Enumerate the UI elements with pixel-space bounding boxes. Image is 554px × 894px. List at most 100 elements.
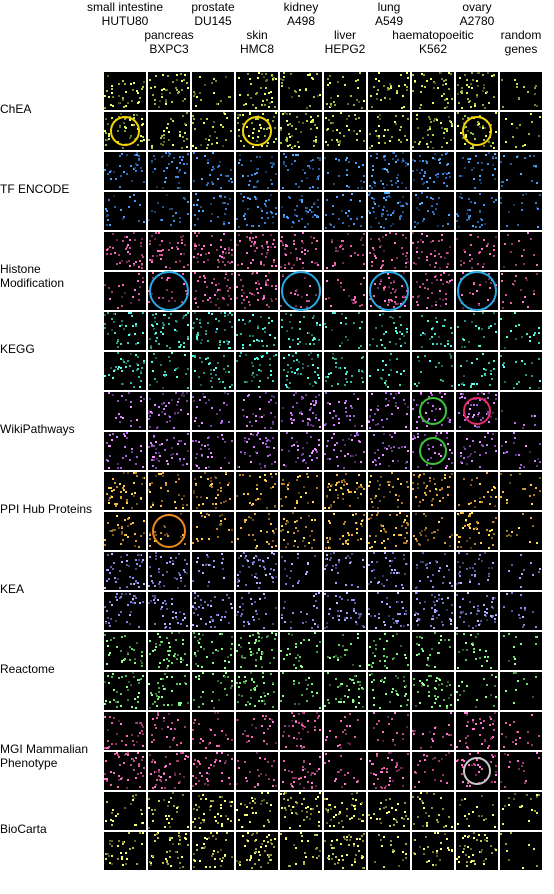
heatmap-dot (371, 666, 373, 668)
heatmap-dot (439, 392, 441, 394)
heatmap-dot (486, 91, 488, 93)
heatmap-dot (150, 345, 152, 347)
heatmap-dot (238, 274, 240, 276)
heatmap-dot (464, 397, 466, 399)
heatmap-dot (537, 458, 539, 460)
heatmap-dot (106, 580, 108, 582)
heatmap-dot (444, 542, 446, 544)
heatmap-dot (344, 402, 346, 404)
heatmap-dot (134, 200, 136, 202)
heatmap-dot (196, 507, 198, 509)
heatmap-dot (258, 225, 260, 227)
heatmap-dot (485, 650, 487, 652)
heatmap-dot (266, 507, 268, 509)
heatmap-dot (422, 650, 424, 652)
heatmap-dot (253, 561, 255, 563)
heatmap-dot (291, 163, 293, 165)
heatmap-dot (263, 593, 265, 595)
heatmap-dot (346, 592, 348, 594)
heatmap-dot (200, 496, 202, 498)
heatmap-dot (151, 580, 153, 582)
heatmap-dot (434, 604, 436, 606)
heatmap-dot (511, 564, 513, 566)
heatmap-dot (468, 86, 470, 88)
column-header-line2: genes (461, 42, 554, 56)
heatmap-dot (324, 157, 326, 159)
heatmap-dot (534, 87, 536, 89)
heatmap-dot (112, 433, 114, 435)
heatmap-dot (316, 324, 318, 326)
heatmap-dot (158, 414, 160, 416)
heatmap-dot (151, 361, 153, 363)
heatmap-dot (393, 152, 395, 154)
heatmap-dot (272, 581, 274, 583)
heatmap-dot (490, 282, 492, 284)
heatmap-dot (332, 130, 334, 132)
heatmap-dot (333, 424, 335, 426)
heatmap-dot (488, 278, 490, 280)
heatmap-dot (360, 225, 362, 227)
heatmap-dot (165, 177, 167, 179)
heatmap-dot (112, 529, 114, 531)
heatmap-dot (250, 83, 252, 85)
heatmap-cell (500, 592, 542, 630)
heatmap-dot (255, 282, 257, 284)
heatmap-dot (388, 301, 390, 303)
heatmap-dot (141, 367, 143, 369)
heatmap-dot (350, 218, 352, 220)
heatmap-dot (337, 279, 339, 281)
heatmap-cell (280, 512, 322, 550)
heatmap-dot (194, 636, 196, 638)
heatmap-dot (122, 359, 124, 361)
heatmap-dot (142, 136, 144, 138)
heatmap-dot (219, 340, 221, 342)
heatmap-dot (210, 373, 212, 375)
heatmap-cell (236, 392, 278, 430)
heatmap-dot (310, 436, 312, 438)
heatmap-dot (417, 304, 419, 306)
heatmap-dot (487, 579, 489, 581)
heatmap-dot (444, 474, 446, 476)
heatmap-dot (213, 168, 215, 170)
heatmap-cell (456, 472, 498, 510)
heatmap-dot (297, 546, 299, 548)
heatmap-dot (363, 451, 365, 453)
heatmap-dot (135, 580, 137, 582)
heatmap-dot (275, 633, 277, 635)
heatmap-dot (388, 374, 390, 376)
heatmap-dot (266, 212, 268, 214)
heatmap-dot (155, 552, 157, 554)
heatmap-dot (428, 418, 430, 420)
heatmap-dot (270, 473, 272, 475)
heatmap-dot (194, 245, 196, 247)
heatmap-dot (208, 399, 210, 401)
heatmap-dot (141, 651, 143, 653)
heatmap-dot (503, 366, 505, 368)
heatmap-dot (433, 537, 435, 539)
heatmap-dot (240, 555, 242, 557)
heatmap-dot (255, 640, 257, 642)
heatmap-dot (236, 286, 238, 288)
heatmap-dot (354, 252, 356, 254)
heatmap-dot (192, 624, 194, 626)
heatmap-dot (478, 123, 480, 125)
heatmap-cell (500, 632, 542, 670)
heatmap-dot (157, 599, 159, 601)
heatmap-dot (219, 409, 221, 411)
heatmap-dot (451, 98, 453, 100)
heatmap-dot (119, 262, 121, 264)
heatmap-cell (368, 352, 410, 390)
heatmap-dot (125, 105, 127, 107)
heatmap-dot (422, 283, 424, 285)
heatmap-dot (511, 123, 513, 125)
heatmap-dot (490, 124, 492, 126)
heatmap-dot (164, 449, 166, 451)
heatmap-dot (391, 569, 393, 571)
heatmap-dot (172, 563, 174, 565)
heatmap-dot (138, 376, 140, 378)
heatmap-dot (199, 638, 201, 640)
heatmap-dot (345, 378, 347, 380)
heatmap-dot (478, 304, 480, 306)
heatmap-dot (155, 75, 157, 77)
heatmap-dot (106, 164, 108, 166)
